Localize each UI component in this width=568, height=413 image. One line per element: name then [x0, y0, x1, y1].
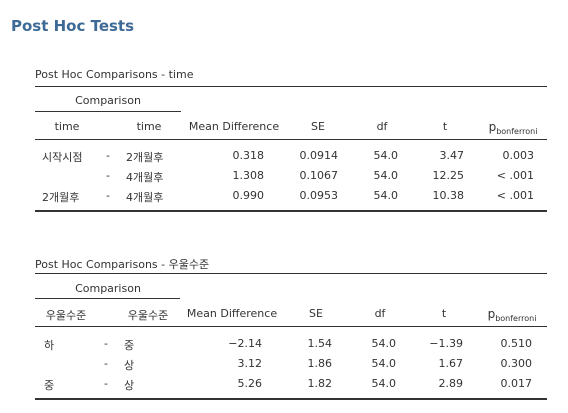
row-cell-sep: - — [106, 149, 110, 162]
col-header-depression-1: 우울수준 — [45, 309, 87, 322]
row-cell-t: −1.39 — [429, 337, 463, 350]
row-cell-t: 1.67 — [438, 357, 464, 370]
row-cell-df: 54.0 — [373, 169, 399, 182]
table-bottom-rule — [35, 398, 547, 400]
row-cell-se: 0.0914 — [299, 149, 339, 162]
col-header-p-bonferroni: pbonferroni — [488, 120, 538, 136]
col-header-time-2: time — [136, 120, 162, 133]
col-header-depression-2: 우울수준 — [127, 309, 169, 322]
row-cell-t: 12.25 — [432, 169, 465, 182]
col-header-se: SE — [311, 120, 325, 133]
table-top-rule — [35, 273, 547, 274]
table-top-rule — [35, 86, 547, 87]
row-cell-mean-difference: 0.318 — [232, 149, 265, 162]
row-cell-sep: - — [106, 189, 110, 202]
post-hoc-heading: Post Hoc Tests — [11, 17, 135, 35]
col-header-mean-difference: Mean Difference — [186, 307, 278, 320]
col-header-df: df — [374, 307, 386, 320]
row-cell-b: 4개월후 — [126, 171, 164, 184]
row-cell-df: 54.0 — [371, 337, 397, 350]
row-cell-b: 2개월후 — [126, 151, 164, 164]
row-cell-a: 시작시점 — [42, 151, 83, 164]
header-bottom-rule — [35, 139, 547, 140]
row-cell-b: 4개월후 — [126, 191, 164, 204]
col-header-t: t — [441, 307, 447, 320]
row-cell-df: 54.0 — [371, 357, 397, 370]
comparison-group-header: Comparison — [75, 94, 141, 107]
row-cell-mean-difference: 5.26 — [237, 377, 263, 390]
col-header-df: df — [376, 120, 388, 133]
row-cell-a: 2개월후 — [42, 191, 80, 204]
row-cell-se: 1.86 — [307, 357, 333, 370]
row-cell-t: 3.47 — [439, 149, 465, 162]
row-cell-b: 상 — [124, 379, 135, 392]
row-cell-p: < .001 — [496, 189, 534, 202]
col-header-t: t — [442, 120, 448, 133]
group-header-rule — [35, 111, 181, 112]
row-cell-a: 중 — [44, 379, 55, 392]
row-cell-se: 0.1067 — [299, 169, 339, 182]
row-cell-sep: - — [104, 337, 108, 350]
col-header-p-bonferroni: pbonferroni — [487, 307, 537, 323]
group-header-rule — [35, 298, 180, 299]
row-cell-df: 54.0 — [373, 189, 399, 202]
table-bottom-rule — [35, 210, 547, 212]
row-cell-b: 중 — [124, 339, 135, 352]
row-cell-df: 54.0 — [373, 149, 399, 162]
row-cell-t: 10.38 — [432, 189, 465, 202]
row-cell-t: 2.89 — [438, 377, 464, 390]
row-cell-se: 1.82 — [307, 377, 333, 390]
row-cell-mean-difference: 0.990 — [232, 189, 265, 202]
row-cell-p: 0.003 — [502, 149, 535, 162]
row-cell-sep: - — [106, 169, 110, 182]
row-cell-se: 1.54 — [307, 337, 333, 350]
row-cell-mean-difference: 1.308 — [232, 169, 265, 182]
row-cell-a: 하 — [44, 339, 55, 352]
row-cell-sep: - — [104, 377, 108, 390]
table-title: Post Hoc Comparisons - 우울수준 — [35, 258, 210, 271]
row-cell-p: 0.300 — [500, 357, 533, 370]
row-cell-p: 0.017 — [500, 377, 533, 390]
row-cell-b: 상 — [124, 359, 135, 372]
comparison-group-header: Comparison — [75, 282, 141, 295]
row-cell-sep: - — [104, 357, 108, 370]
header-bottom-rule — [35, 326, 547, 327]
col-header-mean-difference: Mean Difference — [188, 120, 280, 133]
row-cell-se: 0.0953 — [299, 189, 339, 202]
row-cell-df: 54.0 — [371, 377, 397, 390]
row-cell-p: < .001 — [496, 169, 534, 182]
col-header-time-1: time — [54, 120, 80, 133]
row-cell-p: 0.510 — [500, 337, 533, 350]
row-cell-mean-difference: −2.14 — [228, 337, 262, 350]
col-header-se: SE — [309, 307, 323, 320]
row-cell-mean-difference: 3.12 — [237, 357, 263, 370]
table-title: Post Hoc Comparisons - time — [35, 68, 194, 81]
